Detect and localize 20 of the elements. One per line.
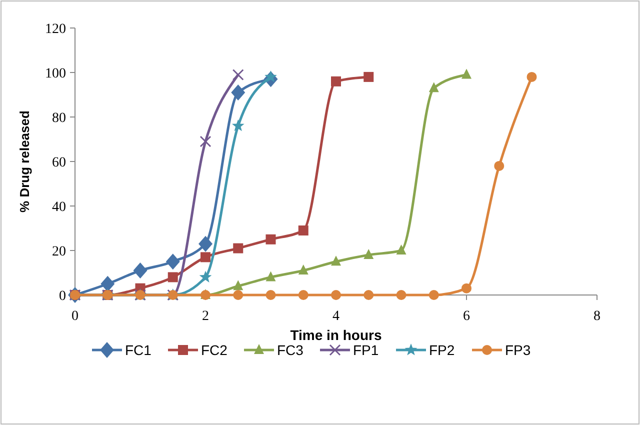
y-tick-label: 60 [52,155,66,170]
x-tick-label: 2 [202,309,209,324]
legend-label: FP1 [353,342,379,358]
y-axis-title: % Drug released [17,110,32,212]
x-tick-label: 0 [72,309,78,324]
legend-label: FP2 [429,342,455,358]
x-axis-title: Time in hours [290,327,382,343]
legend-label: FC3 [277,342,304,358]
y-tick-label: 100 [45,66,66,82]
x-tick-label: 8 [594,309,600,324]
legend-label: FP3 [505,342,531,358]
legend-label: FC1 [125,342,152,358]
x-tick-label: 4 [332,309,340,324]
x-tick-label: 6 [463,309,470,324]
y-tick-label: 80 [52,110,66,126]
legend-label: FC2 [201,342,228,358]
y-tick-label: 20 [52,244,66,260]
y-tick-label: 120 [45,22,66,37]
y-tick-label: 40 [52,200,66,215]
y-tick-label: 0 [59,288,66,304]
